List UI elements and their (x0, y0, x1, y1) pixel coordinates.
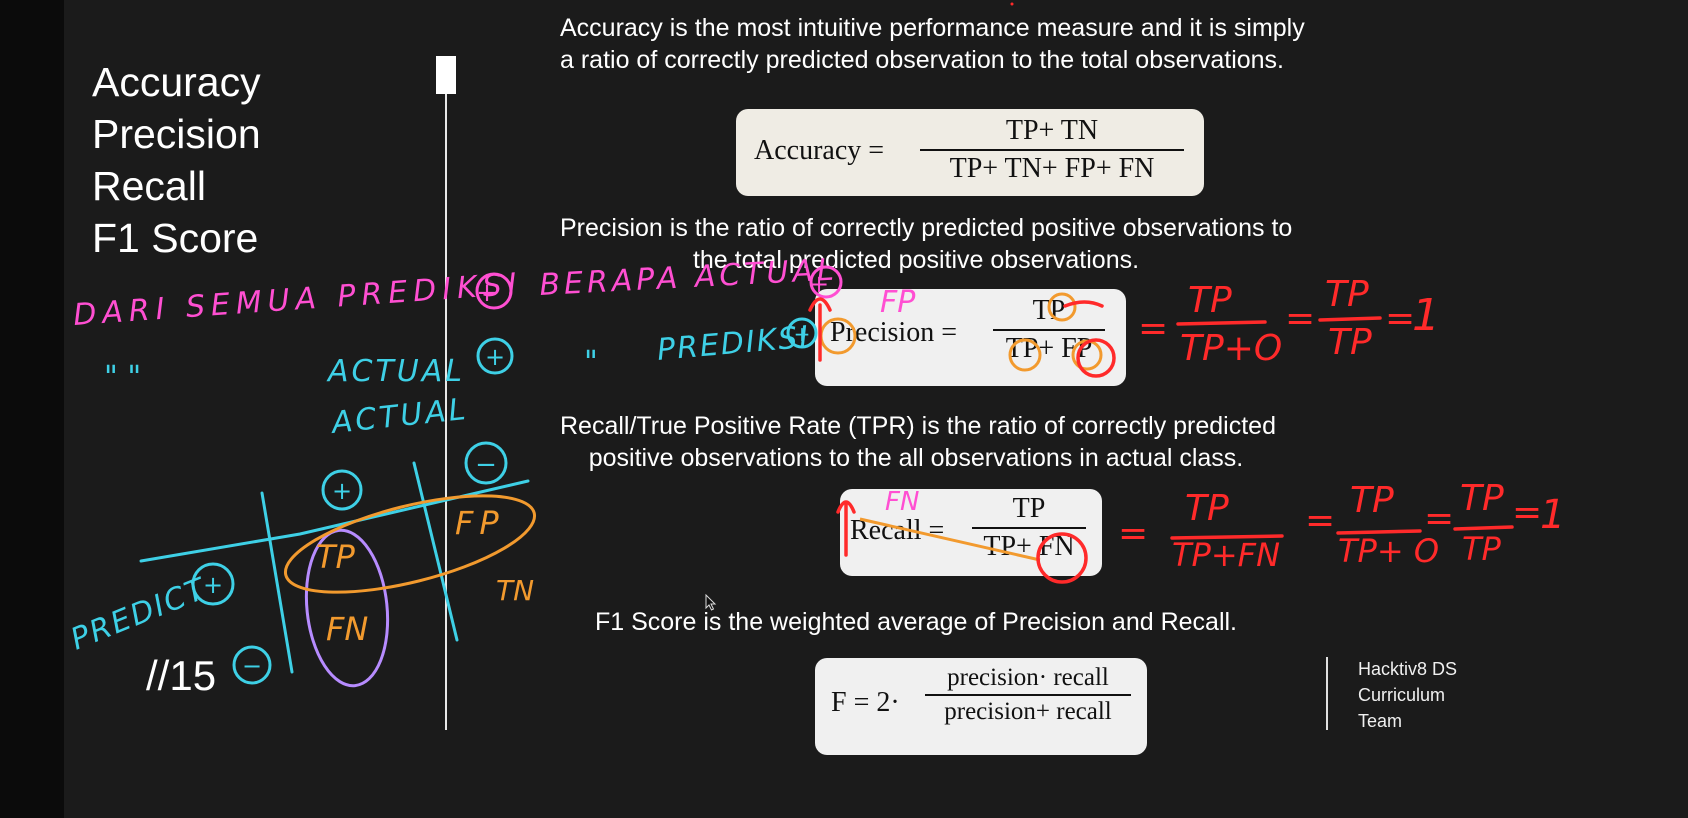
recall-formula-label: Recall = (850, 515, 945, 546)
divider-line (445, 58, 447, 730)
credit-line-1: Hacktiv8 DS (1358, 659, 1458, 679)
accuracy-fraction: TP+ TN TP+ TN+ FP+ FN (920, 115, 1184, 185)
accuracy-description: Accuracy is the most intuitive performan… (560, 12, 1305, 76)
topic-list: Accuracy Precision Recall F1 Score (92, 56, 261, 264)
credit-line-3: Team (1358, 711, 1403, 731)
topic-precision: Precision (92, 111, 261, 157)
precision-formula-box: Precision = TP TP+ FP (815, 289, 1126, 386)
recall-formula-box: Recall = TP TP+ FN (840, 489, 1102, 576)
f1-fraction: precision· recall precision+ recall (925, 664, 1131, 726)
topic-recall: Recall (92, 163, 206, 209)
accuracy-desc-line-1: Accuracy is the most intuitive performan… (560, 14, 1305, 42)
f1-denominator: precision+ recall (944, 698, 1112, 725)
precision-desc-line-1: Precision is the ratio of correctly pred… (560, 214, 1293, 242)
f1-formula-box: F = 2· precision· recall precision+ reca… (815, 658, 1147, 755)
fraction-bar (925, 694, 1131, 696)
precision-description: Precision is the ratio of correctly pred… (560, 212, 1293, 276)
credit-line-2: Curriculum (1358, 685, 1446, 705)
accuracy-desc-line-2: a ratio of correctly predicted observati… (560, 46, 1284, 74)
accuracy-formula-label: Accuracy = (754, 135, 885, 166)
recall-fraction: TP TP+ FN (972, 493, 1086, 563)
f1-description: F1 Score is the weighted average of Prec… (594, 608, 1238, 636)
precision-numerator: TP (1032, 295, 1066, 326)
fraction-bar (972, 527, 1086, 529)
topic-accuracy: Accuracy (92, 59, 261, 105)
f1-numerator: precision· recall (947, 664, 1109, 691)
f1-formula-label: F = 2· (831, 687, 900, 718)
recall-numerator: TP (1012, 493, 1046, 524)
recall-desc-line-1: Recall/True Positive Rate (TPR) is the r… (560, 412, 1276, 440)
fraction-bar (920, 149, 1184, 151)
precision-desc-line-2: the total predicted positive observation… (692, 246, 1140, 274)
accuracy-numerator: TP+ TN (1005, 115, 1099, 146)
credit-block: Hacktiv8 DS Curriculum Team (1358, 656, 1457, 734)
accuracy-denominator: TP+ TN+ FP+ FN (949, 153, 1155, 184)
topic-f1-score: F1 Score (92, 215, 259, 261)
recall-description: Recall/True Positive Rate (TPR) is the r… (560, 410, 1276, 474)
credit-divider (1326, 657, 1328, 730)
fraction-bar (993, 329, 1105, 331)
recall-desc-line-2: positive observations to the all observa… (588, 444, 1244, 472)
accuracy-formula-box: Accuracy = TP+ TN TP+ TN+ FP+ FN (736, 109, 1204, 196)
precision-denominator: TP+ FP (1005, 333, 1093, 364)
precision-formula-label: Precision = (830, 317, 957, 348)
recall-denominator: TP+ FN (983, 531, 1075, 562)
divider-tab (436, 56, 456, 94)
page-number: //15 (146, 652, 217, 699)
mouse-cursor-icon (705, 594, 717, 611)
precision-fraction: TP TP+ FP (993, 295, 1105, 365)
